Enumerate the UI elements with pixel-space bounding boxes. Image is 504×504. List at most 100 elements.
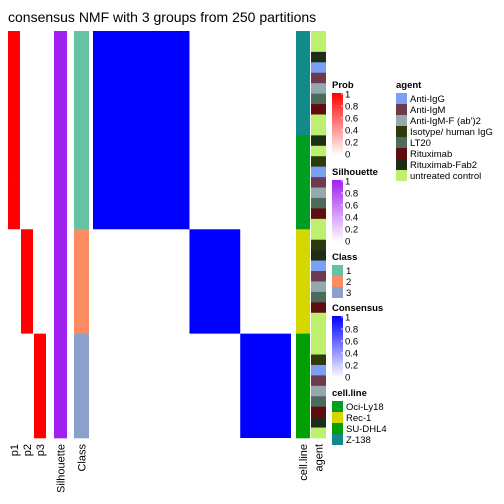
legend-colorbar-prob: [332, 93, 343, 155]
p2-cell: [21, 239, 33, 251]
class-cell: [74, 83, 89, 94]
p1-cell: [8, 281, 20, 293]
cell_line-cell: [296, 41, 310, 53]
p3-cell: [34, 260, 46, 272]
cell_line-cell: [296, 218, 310, 230]
p3-cell: [34, 333, 46, 345]
agent-cell: [311, 385, 326, 397]
agent-cell: [311, 291, 326, 303]
silhouette-cell: [54, 271, 67, 282]
agent-cell: [311, 197, 326, 209]
legend-tick-label: 0.2: [345, 361, 358, 372]
agent-cell: [311, 41, 326, 53]
class-cell: [74, 166, 89, 178]
legend-swatch: [396, 148, 407, 159]
cell_line-cell: [296, 417, 310, 428]
silhouette-cell: [54, 375, 67, 387]
legend-swatch: [332, 265, 343, 276]
silhouette-cell: [54, 135, 67, 147]
p2-cell: [21, 229, 33, 241]
p2-cell: [21, 427, 33, 439]
track-label-silhouette: Silhouette: [56, 444, 68, 493]
cell_line-cell: [296, 364, 310, 376]
p2-cell: [21, 354, 33, 366]
p1-cell: [8, 114, 20, 126]
legend-title-prob: Prob: [332, 80, 354, 91]
cell_line-cell: [296, 93, 310, 105]
cell_line-cell: [296, 396, 310, 407]
class-cell: [74, 208, 89, 220]
cell_line-cell: [296, 302, 310, 314]
track-label-class: Class: [77, 444, 89, 472]
p3-cell: [34, 406, 46, 418]
p1-cell: [8, 177, 20, 188]
p3-cell: [34, 396, 46, 407]
cell_line-cell: [296, 250, 310, 261]
agent-cell: [311, 271, 326, 282]
p3-cell: [34, 124, 46, 136]
class-cell: [74, 104, 89, 115]
legend-swatch: [332, 401, 343, 412]
p3-cell: [34, 187, 46, 199]
cell_line-cell: [296, 427, 310, 439]
consensus-block-class-1: [93, 31, 190, 230]
p2-cell: [21, 187, 33, 199]
silhouette-cell: [54, 385, 67, 397]
agent-cell: [311, 166, 326, 178]
agent-cell: [311, 354, 326, 366]
p1-cell: [8, 344, 20, 355]
silhouette-cell: [54, 291, 67, 303]
p1-cell: [8, 166, 20, 178]
p1-cell: [8, 260, 20, 272]
silhouette-cell: [54, 281, 67, 293]
p3-cell: [34, 364, 46, 376]
cell_line-cell: [296, 83, 310, 94]
p2-cell: [21, 166, 33, 178]
legend-title-agent: agent: [396, 80, 422, 91]
silhouette-cell: [54, 427, 67, 439]
cell_line-cell: [296, 208, 310, 220]
cell_line-cell: [296, 406, 310, 418]
class-cell: [74, 312, 89, 324]
p3-cell: [34, 291, 46, 303]
cell_line-cell: [296, 354, 310, 366]
cell_line-cell: [296, 187, 310, 199]
p3-cell: [34, 385, 46, 397]
silhouette-cell: [54, 323, 67, 334]
legend-title-consensus: Consensus: [332, 303, 383, 314]
cell_line-cell: [296, 72, 310, 84]
legend-swatch: [396, 115, 407, 126]
silhouette-cell: [54, 312, 67, 324]
legend-tick-label: 0: [345, 373, 350, 384]
p2-cell: [21, 302, 33, 314]
p1-cell: [8, 72, 20, 84]
p2-cell: [21, 93, 33, 105]
silhouette-cell: [54, 406, 67, 418]
track-p3: [34, 31, 46, 439]
cell_line-cell: [296, 281, 310, 293]
p3-cell: [34, 323, 46, 334]
class-cell: [74, 323, 89, 334]
legend-tick-label: 0.6: [345, 337, 358, 348]
p2-cell: [21, 344, 33, 355]
class-cell: [74, 250, 89, 261]
consensus-matrix: [93, 31, 291, 438]
agent-cell: [311, 208, 326, 220]
cell_line-cell: [296, 260, 310, 272]
legend-colorbar-silhouette: [332, 180, 343, 242]
track-labels: p1 p2 p3 Silhouette Class cell.line agent: [9, 444, 326, 493]
legend-class: Class 123: [332, 252, 357, 299]
cell_line-cell: [296, 51, 310, 63]
legend-tick-label: 1: [345, 177, 350, 188]
cell_line-cell: [296, 197, 310, 209]
legend-title-class: Class: [332, 252, 357, 263]
p2-cell: [21, 62, 33, 74]
p2-cell: [21, 271, 33, 282]
silhouette-cell: [54, 208, 67, 220]
agent-cell: [311, 93, 326, 105]
p3-cell: [34, 31, 46, 42]
legend-entry-label: 2: [346, 277, 351, 288]
legend-entry-label: 3: [346, 288, 351, 299]
p1-cell: [8, 156, 20, 167]
